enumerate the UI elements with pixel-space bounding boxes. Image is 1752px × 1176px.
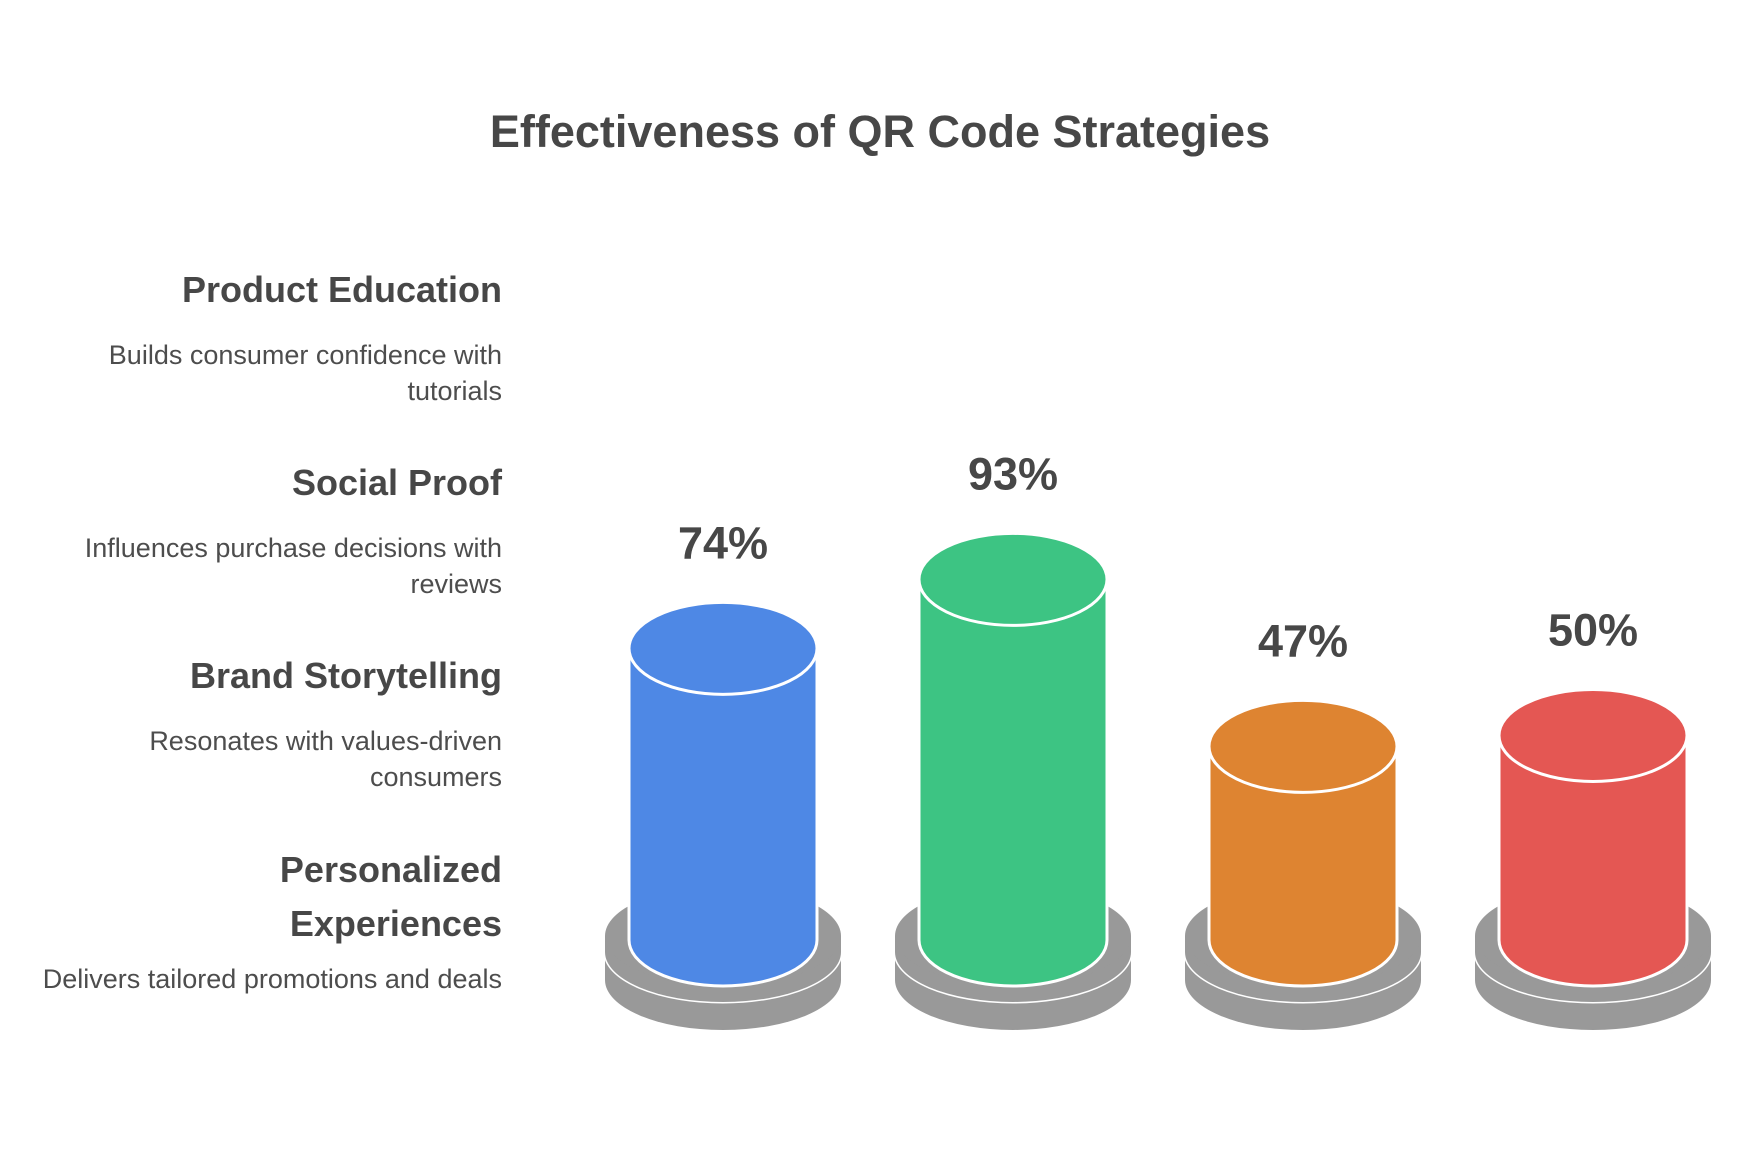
legend-item-product-education: Product Education Builds consumer confid… (42, 265, 502, 409)
bar-cylinder-top (1497, 688, 1689, 783)
bar-cylinder-top (917, 531, 1109, 627)
legend-item-social-proof: Social Proof Influences purchase decisio… (42, 458, 502, 602)
data-label: 74% (678, 517, 768, 568)
category-label: Social Proof (291, 462, 502, 503)
bar-cylinder-top (627, 600, 819, 696)
bar-cylinder-body (917, 577, 1109, 988)
category-description: Delivers tailored promotions and deals (42, 964, 502, 994)
data-label: 50% (1548, 605, 1638, 656)
legend-item-brand-storytelling: Brand Storytelling Resonates with values… (42, 651, 502, 795)
legend-item-personalized-experiences: Personalized Experiences Delivers tailor… (42, 843, 502, 997)
bar-cylinder-top (1207, 698, 1399, 794)
category-label: Product Education (181, 269, 502, 310)
category-description: Builds consumer confidence with tutorial… (108, 340, 502, 406)
bar-cylinder-body (1207, 744, 1399, 988)
category-label: Brand Storytelling (189, 655, 502, 696)
category-description: Resonates with values-driven consumers (149, 726, 502, 792)
data-label: 93% (968, 448, 1058, 499)
bar-cylinder-body (627, 646, 819, 988)
chart-title: Effectiveness of QR Code Strategies (489, 106, 1271, 157)
data-label: 47% (1258, 615, 1348, 666)
bar-cylinder-body (1497, 734, 1689, 988)
category-label: Personalized Experiences (279, 849, 502, 944)
category-description: Influences purchase decisions with revie… (84, 533, 502, 599)
